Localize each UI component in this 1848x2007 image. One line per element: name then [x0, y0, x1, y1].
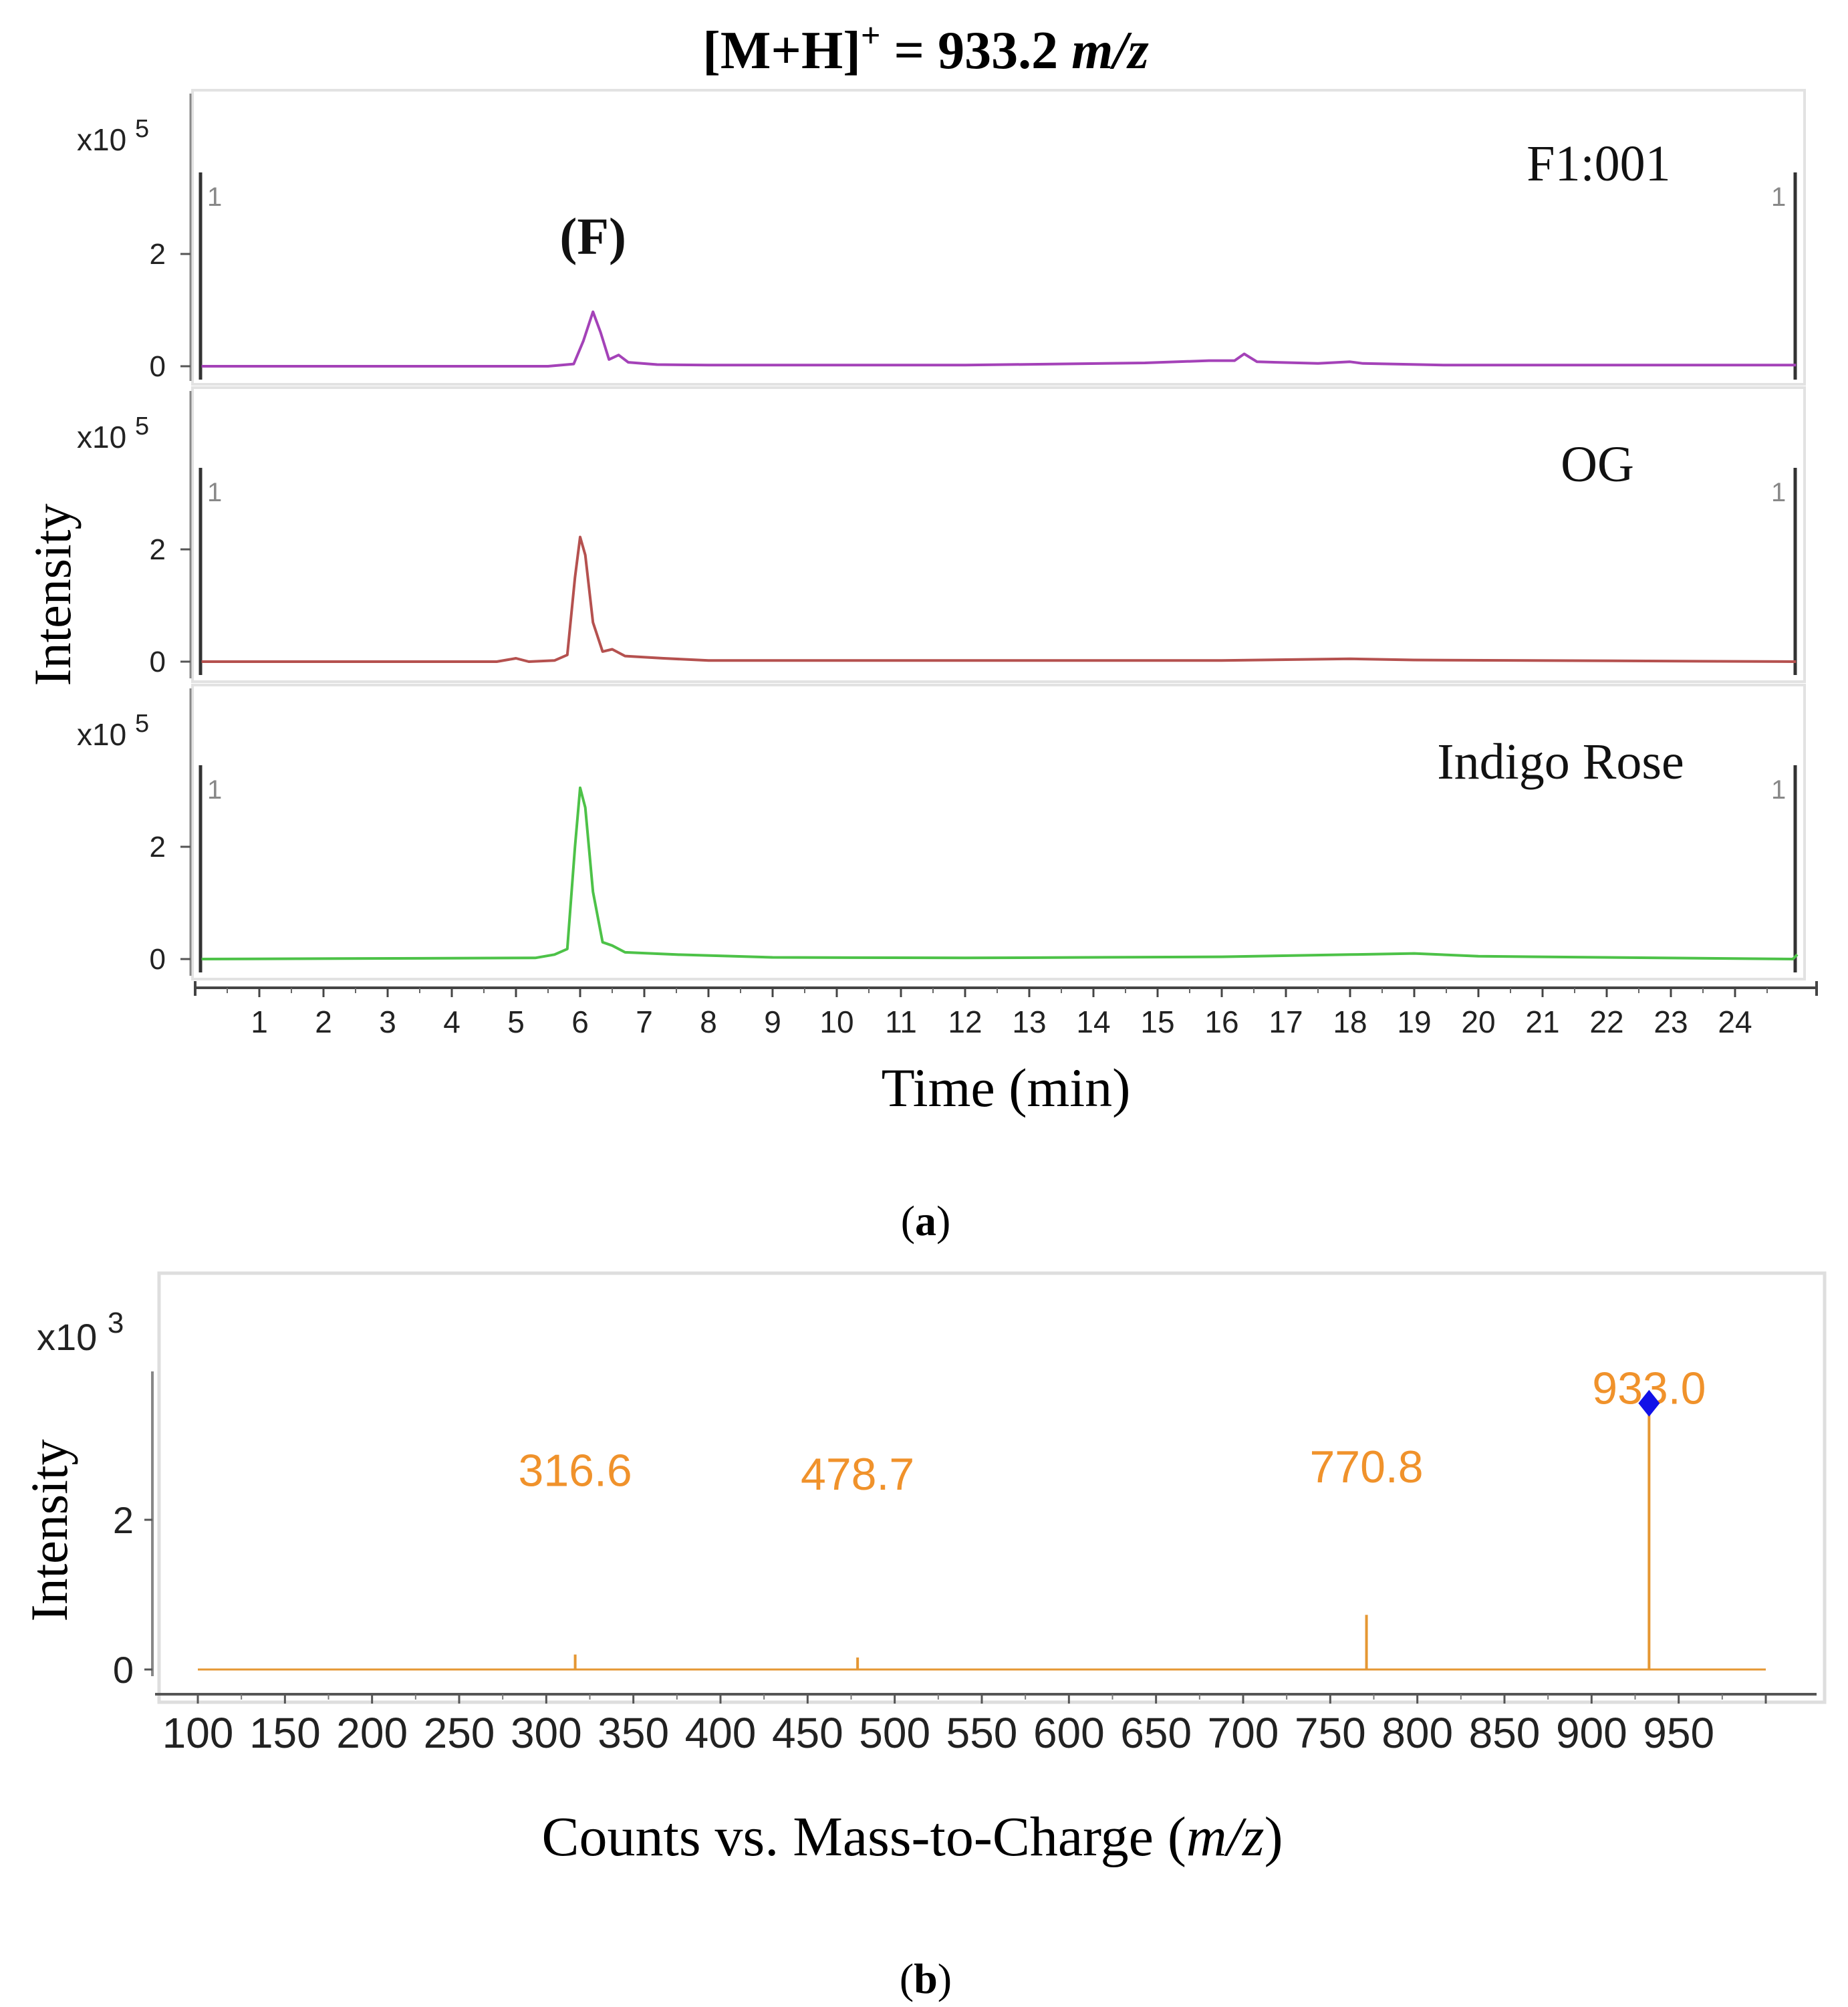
scan-marker-right: 1	[1771, 478, 1786, 507]
x-tick-label: 6	[571, 1005, 589, 1039]
y-tick-label: 0	[150, 646, 166, 678]
peak-label-f: (F)	[559, 207, 626, 265]
x-tick-label: 16	[1204, 1005, 1238, 1039]
x-tick-label: 800	[1381, 1709, 1453, 1757]
x-tick-label: 24	[1718, 1005, 1752, 1039]
y-tick-label: 0	[113, 1649, 134, 1691]
trace-f1-001	[201, 310, 1797, 368]
y-exponent-label: x10 5	[77, 710, 149, 752]
x-tick-label: 21	[1525, 1005, 1559, 1039]
x-tick-label: 650	[1120, 1709, 1192, 1757]
x-tick-label: 900	[1556, 1709, 1627, 1757]
scan-marker-right: 1	[1771, 775, 1786, 805]
x-tick-label: 450	[772, 1709, 843, 1757]
y-axis-label-a: Intensity	[23, 504, 82, 686]
scan-marker-left: 1	[207, 775, 222, 805]
x-tick-label: 850	[1469, 1709, 1541, 1757]
y-tick-label: 2	[150, 533, 166, 566]
x-tick-label: 3	[379, 1005, 396, 1039]
scan-marker-right: 1	[1771, 182, 1786, 212]
y-tick-label: 2	[150, 831, 166, 863]
y-exponent-label: x10 5	[77, 115, 149, 157]
x-tick-label: 14	[1076, 1005, 1110, 1039]
subplot-frame	[191, 684, 1806, 980]
y-tick-label: 0	[150, 350, 166, 383]
y-tick-label: 2	[113, 1499, 134, 1541]
x-tick-label: 12	[948, 1005, 982, 1039]
peak-mz-label: 478.7	[801, 1449, 914, 1500]
spectrum-frame	[157, 1271, 1827, 1704]
x-tick-label: 13	[1012, 1005, 1046, 1039]
x-tick-label: 2	[315, 1005, 332, 1039]
sample-name-label: Indigo Rose	[1437, 734, 1684, 790]
subplot-frame	[191, 386, 1806, 683]
x-tick-label: 19	[1397, 1005, 1431, 1039]
x-axis-label-a: Time (min)	[882, 1057, 1131, 1118]
trace-indigo-rose	[201, 786, 1799, 960]
subplot-frame	[191, 89, 1806, 386]
precursor-ion-marker	[1638, 1389, 1660, 1417]
y-tick-label: 2	[150, 238, 166, 271]
figure-title: [M+H]+ = 933.2 m/z	[702, 17, 1148, 80]
x-tick-label: 20	[1461, 1005, 1495, 1039]
x-tick-label: 8	[700, 1005, 717, 1039]
x-tick-label: 150	[249, 1709, 321, 1757]
scan-marker-left: 1	[207, 478, 222, 507]
x-tick-label: 17	[1269, 1005, 1303, 1039]
panel-label-a: (a)	[901, 1197, 951, 1244]
x-tick-label: 5	[507, 1005, 525, 1039]
x-tick-label: 950	[1643, 1709, 1714, 1757]
trace-og	[201, 535, 1797, 663]
x-tick-label: 750	[1295, 1709, 1366, 1757]
x-tick-label: 1	[251, 1005, 268, 1039]
x-tick-label: 100	[162, 1709, 234, 1757]
x-axis-label-b: Counts vs. Mass-to-Charge (m/z)	[541, 1806, 1283, 1868]
x-tick-label: 400	[685, 1709, 757, 1757]
x-tick-label: 550	[946, 1709, 1018, 1757]
sample-name-label: F1:001	[1527, 136, 1670, 192]
x-tick-label: 9	[764, 1005, 781, 1039]
y-axis-label-b: Intensity	[20, 1440, 78, 1622]
y-exponent-label: x10 5	[77, 412, 149, 454]
x-tick-label: 200	[336, 1709, 408, 1757]
y-tick-label: 0	[150, 943, 166, 976]
x-tick-label: 18	[1333, 1005, 1367, 1039]
peak-mz-label: 770.8	[1309, 1442, 1423, 1492]
x-tick-label: 250	[424, 1709, 495, 1757]
x-tick-label: 700	[1208, 1709, 1279, 1757]
x-tick-label: 300	[511, 1709, 582, 1757]
x-tick-label: 7	[636, 1005, 653, 1039]
peak-mz-label: 316.6	[519, 1446, 632, 1496]
x-tick-label: 23	[1654, 1005, 1688, 1039]
x-tick-label: 10	[819, 1005, 853, 1039]
x-tick-label: 4	[443, 1005, 460, 1039]
x-tick-label: 15	[1140, 1005, 1174, 1039]
x-tick-label: 11	[885, 1005, 917, 1039]
x-tick-label: 22	[1589, 1005, 1623, 1039]
panel-label-b: (b)	[900, 1955, 952, 2002]
x-tick-label: 600	[1033, 1709, 1105, 1757]
sample-name-label: OG	[1561, 436, 1634, 493]
scan-marker-left: 1	[207, 182, 222, 212]
y-exponent-label: x10 3	[37, 1307, 124, 1358]
x-tick-label: 500	[859, 1709, 930, 1757]
x-tick-label: 350	[598, 1709, 669, 1757]
